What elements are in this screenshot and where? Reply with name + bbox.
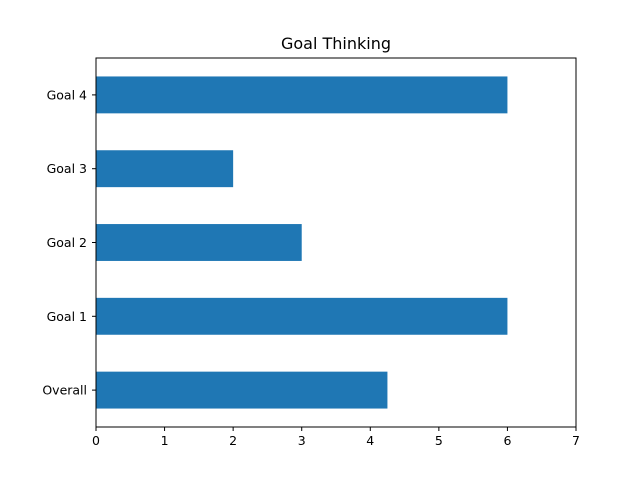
x-tick-label: 1: [161, 433, 169, 448]
x-tick-label: 4: [366, 433, 374, 448]
x-tick-label: 6: [503, 433, 511, 448]
x-tick-label: 7: [572, 433, 580, 448]
x-tick-label: 2: [229, 433, 237, 448]
bar-goal-1: [96, 297, 508, 335]
bar-goal-2: [96, 224, 302, 261]
x-axis: 0 1 2 3 4 5 6 7: [92, 427, 580, 448]
y-tick-label: Goal 2: [47, 235, 87, 250]
bar-overall: [96, 371, 388, 409]
bar-goal-3: [96, 150, 234, 188]
y-tick-label: Goal 4: [47, 87, 87, 102]
y-tick-label: Goal 1: [47, 309, 87, 324]
y-tick-label: Goal 3: [47, 161, 87, 176]
x-tick-label: 0: [92, 433, 100, 448]
chart-title: Goal Thinking: [281, 34, 391, 53]
y-axis: Overall Goal 1 Goal 2 Goal 3 Goal 4: [42, 87, 96, 398]
x-tick-label: 5: [435, 433, 443, 448]
x-tick-label: 3: [298, 433, 306, 448]
bars-layer: [96, 76, 508, 409]
bar-goal-4: [96, 76, 508, 114]
y-tick-label: Overall: [42, 383, 87, 398]
